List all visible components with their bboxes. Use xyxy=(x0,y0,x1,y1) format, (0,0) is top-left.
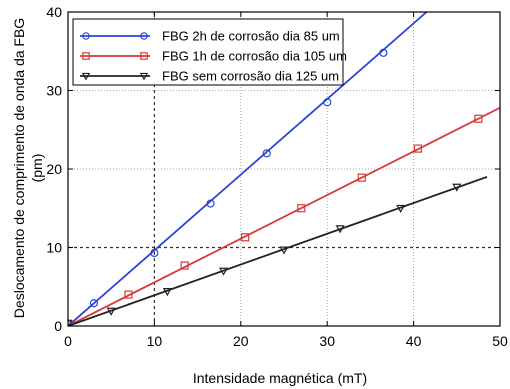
y-axis-title: Deslocamento de comprimento de onda da F… xyxy=(11,18,27,318)
series-2-point xyxy=(297,204,306,213)
legend-label-3: FBG sem corrosão dia 125 um xyxy=(162,69,339,84)
x-tick-label: 0 xyxy=(64,333,72,349)
legend-marker-3 xyxy=(139,72,149,81)
series-3-line xyxy=(68,176,488,326)
legend-marker-1 xyxy=(82,32,90,40)
series-3-point xyxy=(335,225,345,234)
legend-marker-1 xyxy=(140,32,148,40)
x-tick-label: 10 xyxy=(147,333,163,349)
tick-layer: 0 10 20 30 40 50 0 10 20 30 40 xyxy=(46,4,508,349)
series-2-point xyxy=(357,173,366,182)
x-axis-title: Intensidade magnética (mT) xyxy=(193,370,367,386)
legend-marker-2 xyxy=(140,52,148,60)
legend-box xyxy=(72,18,344,86)
series-2-point xyxy=(241,233,250,242)
x-tick-label: 40 xyxy=(406,333,422,349)
series-1-point xyxy=(323,98,332,107)
series-2 xyxy=(68,106,500,326)
legend-marker-2 xyxy=(82,52,90,60)
series-3-point xyxy=(106,307,116,316)
series-1-point xyxy=(379,48,388,57)
y-tick-label: 30 xyxy=(46,83,62,99)
x-tick-label: 30 xyxy=(319,333,335,349)
x-tick-label: 50 xyxy=(492,333,508,349)
series-1-point xyxy=(89,299,99,308)
series-1-point xyxy=(206,199,215,208)
series-2-line xyxy=(68,106,500,326)
y-tick-label: 40 xyxy=(46,4,62,20)
series-3-point xyxy=(68,320,73,326)
series-3-point xyxy=(396,204,406,213)
series-1 xyxy=(68,12,428,326)
series-3-point xyxy=(219,267,229,276)
series-2-point xyxy=(413,144,423,153)
series-1-point xyxy=(262,149,271,158)
series-2-point xyxy=(180,261,189,270)
series-layer xyxy=(68,12,500,326)
y-tick-label: 10 xyxy=(46,240,62,256)
grid xyxy=(68,12,500,326)
series-3-point xyxy=(279,246,289,255)
series-3 xyxy=(68,176,488,326)
legend: FBG 2h de corrosão dia 85 um FBG 1h de co… xyxy=(72,18,347,86)
series-2-point xyxy=(124,290,133,299)
series-2-point xyxy=(474,114,483,123)
legend-label-2: FBG 1h de corrosão dia 105 um xyxy=(162,49,347,64)
series-3-point xyxy=(162,288,172,297)
legend-marker-3 xyxy=(81,72,91,81)
series-1-line xyxy=(68,12,428,326)
y-tick-label: 0 xyxy=(54,318,62,334)
series-2-point xyxy=(68,319,73,326)
x-tick-label: 20 xyxy=(233,333,249,349)
series-1-point xyxy=(150,248,159,258)
series-3-point xyxy=(452,183,462,192)
y-axis-unit: (pm) xyxy=(29,154,45,183)
legend-label-1: FBG 2h de corrosão dia 85 um xyxy=(162,29,340,44)
y-tick-label: 20 xyxy=(46,161,62,177)
